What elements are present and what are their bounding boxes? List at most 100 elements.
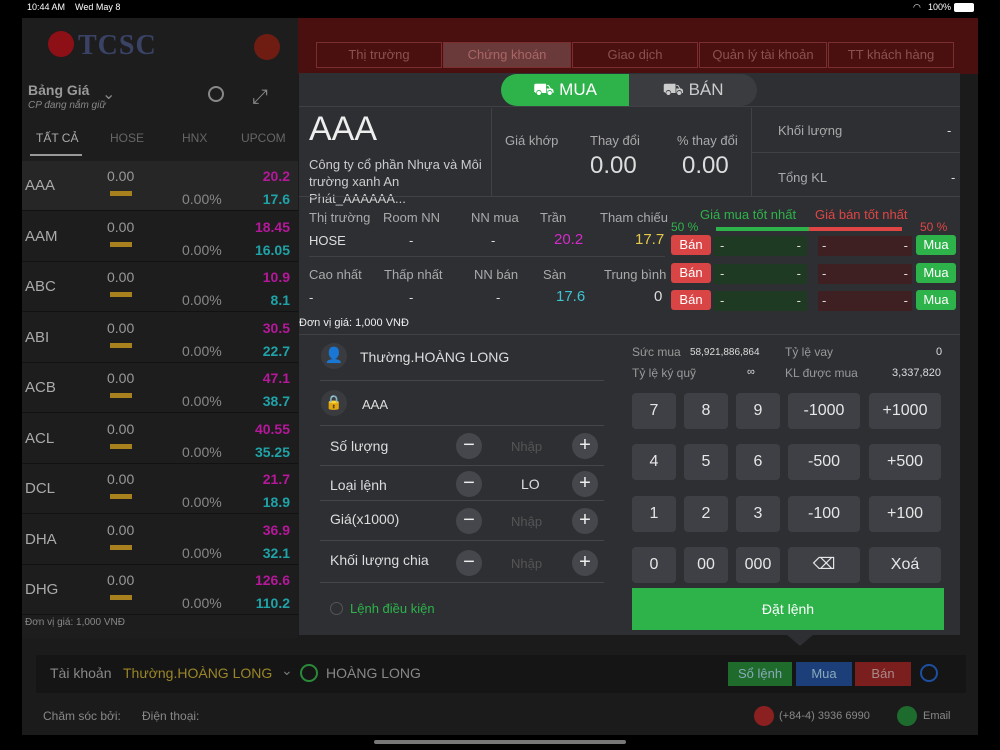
stock-row[interactable]: DHA 0.00 0.00% 36.9 32.1 bbox=[22, 515, 298, 565]
sell-button[interactable]: Bán bbox=[855, 662, 911, 686]
keypad-key[interactable]: 4 bbox=[632, 444, 676, 480]
keypad-key[interactable]: 0 bbox=[632, 547, 676, 583]
row-symbol: DHG bbox=[25, 581, 59, 598]
change-pct-value: 0.00 bbox=[682, 152, 729, 179]
quantity-minus-button[interactable]: − bbox=[456, 433, 482, 459]
keypad-key[interactable]: 5 bbox=[684, 444, 728, 480]
stock-row[interactable]: ACL 0.00 0.00% 40.55 35.25 bbox=[22, 414, 298, 464]
keypad-key[interactable]: -100 bbox=[788, 496, 860, 532]
keypad-key[interactable]: 8 bbox=[684, 393, 728, 429]
tab-thi-truong[interactable]: Thị trường bbox=[316, 42, 442, 68]
keypad-key[interactable]: -1000 bbox=[788, 393, 860, 429]
order-type-value[interactable]: LO bbox=[521, 476, 540, 492]
email-link[interactable]: Email bbox=[923, 710, 951, 722]
stock-row[interactable]: ACB 0.00 0.00% 47.1 38.7 bbox=[22, 363, 298, 413]
sell-ratio: 50 % bbox=[920, 220, 948, 234]
conditional-order-radio[interactable] bbox=[330, 602, 343, 615]
keypad-key[interactable]: 00 bbox=[684, 547, 728, 583]
stock-row[interactable]: DHG 0.00 0.00% 126.6 110.2 bbox=[22, 565, 298, 615]
split-volume-input[interactable]: Nhập bbox=[511, 556, 543, 571]
filter-tab-all[interactable]: TẤT CẢ bbox=[36, 131, 79, 145]
account-name[interactable]: Thường.HOÀNG LONG bbox=[360, 349, 510, 365]
row-ceiling: 21.7 bbox=[262, 471, 290, 487]
home-indicator bbox=[374, 740, 626, 744]
order-book-buy-button[interactable]: Mua bbox=[916, 263, 956, 283]
row-floor: 32.1 bbox=[262, 544, 290, 561]
stock-input[interactable]: AAA bbox=[362, 397, 389, 412]
order-book-buy-button[interactable]: Mua bbox=[916, 290, 956, 310]
account-selector[interactable]: Thường.HOÀNG LONG bbox=[123, 665, 273, 681]
order-book-buy-button[interactable]: Mua bbox=[916, 235, 956, 255]
order-book-sell-button[interactable]: Bán bbox=[671, 290, 711, 310]
row-symbol: AAA bbox=[25, 177, 56, 194]
expand-icon[interactable]: ⤢ bbox=[252, 86, 268, 108]
row-floor: 22.7 bbox=[262, 342, 290, 359]
alarm-icon[interactable] bbox=[920, 664, 938, 682]
chevron-down-icon[interactable]: ⌄ bbox=[281, 662, 293, 678]
tab-chung-khoan[interactable]: Chứng khoán bbox=[443, 42, 571, 68]
row-floor: 35.25 bbox=[254, 443, 290, 460]
stock-row[interactable]: AAM 0.00 0.00% 18.45 16.05 bbox=[22, 212, 298, 262]
tab-giao-dich[interactable]: Giao dịch bbox=[572, 42, 698, 68]
keypad-key[interactable]: +100 bbox=[869, 496, 941, 532]
sell-ratio-bar bbox=[809, 227, 902, 231]
place-order-button[interactable]: Đặt lệnh bbox=[632, 588, 944, 630]
buy-toggle[interactable]: ⛟ MUA bbox=[501, 74, 629, 106]
keypad-key[interactable]: Xoá bbox=[869, 547, 941, 583]
price-plus-button[interactable]: + bbox=[572, 508, 598, 534]
flag-icon[interactable] bbox=[254, 34, 280, 60]
keypad-key[interactable]: 7 bbox=[632, 393, 676, 429]
buying-power-label: Sức mua bbox=[632, 345, 681, 359]
divider bbox=[309, 256, 665, 257]
tab-quan-ly-tai-khoan[interactable]: Quản lý tài khoản bbox=[699, 42, 827, 68]
tab-tt-khach-hang[interactable]: TT khách hàng bbox=[828, 42, 954, 68]
stock-row[interactable]: DCL 0.00 0.00% 21.7 18.9 bbox=[22, 464, 298, 514]
phone-number[interactable]: (+84-4) 3936 6990 bbox=[779, 710, 870, 722]
order-book-button[interactable]: Sổ lệnh bbox=[728, 662, 792, 686]
keypad-key[interactable]: 000 bbox=[736, 547, 780, 583]
volume-value: - bbox=[947, 123, 952, 138]
low-value: - bbox=[409, 290, 414, 305]
stock-row[interactable]: ABC 0.00 0.00% 10.9 8.1 bbox=[22, 262, 298, 312]
buy-ratio-bar bbox=[716, 227, 809, 231]
sell-toggle[interactable]: ⛟ BÁN bbox=[662, 80, 724, 99]
keypad-key[interactable]: 1 bbox=[632, 496, 676, 532]
order-book-sell-button[interactable]: Bán bbox=[671, 263, 711, 283]
price-input[interactable]: Nhập bbox=[511, 514, 543, 529]
order-book-sell-button[interactable]: Bán bbox=[671, 235, 711, 255]
stock-row[interactable]: ABI 0.00 0.00% 30.5 22.7 bbox=[22, 313, 298, 363]
row-floor: 8.1 bbox=[270, 292, 290, 308]
keypad-key[interactable]: +500 bbox=[869, 444, 941, 480]
backspace-icon[interactable]: ⌫ bbox=[788, 547, 860, 583]
phone-icon[interactable] bbox=[754, 706, 774, 726]
keypad-key[interactable]: 6 bbox=[736, 444, 780, 480]
row-change: 0.00 bbox=[107, 269, 135, 285]
keypad-key[interactable]: 3 bbox=[736, 496, 780, 532]
quantity-plus-button[interactable]: + bbox=[572, 433, 598, 459]
email-icon[interactable] bbox=[897, 706, 917, 726]
split-minus-button[interactable]: − bbox=[456, 550, 482, 576]
conditional-order-label[interactable]: Lệnh điều kiện bbox=[350, 601, 435, 616]
row-ceiling: 20.2 bbox=[262, 168, 290, 184]
keypad-key[interactable]: 9 bbox=[736, 393, 780, 429]
stock-row[interactable]: AAA 0.00 0.00% 20.2 17.6 bbox=[22, 161, 298, 211]
filter-tab-upcom[interactable]: UPCOM bbox=[241, 131, 286, 145]
order-type-minus-button[interactable]: − bbox=[456, 471, 482, 497]
reference-label: Tham chiếu bbox=[600, 210, 668, 225]
split-plus-button[interactable]: + bbox=[572, 550, 598, 576]
total-volume-label: Tổng KL bbox=[778, 170, 828, 185]
order-type-plus-button[interactable]: + bbox=[572, 471, 598, 497]
search-icon[interactable] bbox=[208, 86, 224, 102]
quantity-input[interactable]: Nhập bbox=[511, 439, 543, 454]
filter-tab-hnx[interactable]: HNX bbox=[182, 131, 208, 145]
buy-level: -- bbox=[714, 236, 807, 256]
keypad-key[interactable]: -500 bbox=[788, 444, 860, 480]
chevron-down-icon[interactable]: ⌄ bbox=[102, 86, 116, 103]
sell-level: -- bbox=[818, 264, 912, 284]
keypad-key[interactable]: +1000 bbox=[869, 393, 941, 429]
price-minus-button[interactable]: − bbox=[456, 508, 482, 534]
filter-tab-hose[interactable]: HOSE bbox=[110, 131, 145, 145]
buy-button[interactable]: Mua bbox=[796, 662, 852, 686]
price-label: Giá(x1000) bbox=[330, 511, 400, 527]
keypad-key[interactable]: 2 bbox=[684, 496, 728, 532]
